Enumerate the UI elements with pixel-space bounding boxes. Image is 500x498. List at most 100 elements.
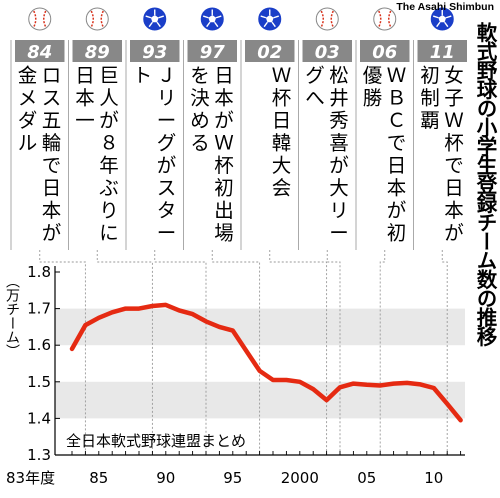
event-text-char: 女 — [444, 64, 464, 87]
x-tick-label: 83年度 — [6, 469, 55, 487]
event-text-char: ぶ — [99, 177, 119, 200]
event-text-char: 杯 — [272, 87, 292, 110]
event-text-char: 五 — [42, 109, 62, 132]
event-text-char: Ｗ — [387, 64, 407, 87]
year-box — [302, 40, 352, 62]
axes: 1.8 1.7 1.6 1.5 1.4 1.3 （万チーム） 83年度 85 90 95 2000 05… — [4, 263, 465, 487]
event-text-char: が — [157, 154, 177, 177]
event-year: 03 — [315, 42, 340, 63]
event-text-char: グ — [305, 64, 325, 87]
event-text-char: Ｊ — [157, 64, 177, 87]
event-text-char: ロ — [42, 64, 62, 87]
event-text-char: が — [387, 199, 407, 222]
event-text-char: Ｃ — [387, 109, 407, 132]
event-text-char: ８ — [99, 132, 119, 155]
event-text-char: タ — [157, 199, 177, 222]
event-text-char: 本 — [387, 177, 407, 200]
event-text-char: 勝 — [363, 87, 383, 110]
event-text-char: ス — [42, 87, 62, 110]
x-tick-label: 2000 — [281, 469, 319, 487]
event-year: 02 — [257, 42, 282, 63]
event-text-char: 初 — [214, 177, 234, 200]
event-text-char: 喜 — [329, 132, 349, 155]
y-tick-label: 1.3 — [27, 446, 51, 464]
event-text-char: へ — [305, 87, 325, 110]
event-text-char: メ — [18, 87, 38, 110]
event-text-char: グ — [157, 132, 177, 155]
event-text-char: 初 — [387, 222, 407, 245]
event-text-char: 金 — [18, 64, 38, 87]
event-text-char: が — [214, 109, 234, 132]
event-text-char: リ — [157, 87, 177, 110]
y-tick-label: 1.7 — [27, 300, 51, 318]
event-text-char: を — [190, 64, 210, 87]
event-text-char: り — [99, 199, 119, 222]
event-text-char: 杯 — [444, 132, 464, 155]
event-text-char: Ｗ — [214, 132, 234, 155]
x-tick-label: 90 — [156, 469, 175, 487]
event-text-char: で — [444, 154, 464, 177]
event-text-char: る — [190, 132, 210, 155]
year-box — [72, 40, 122, 62]
event-text-char: が — [99, 109, 119, 132]
event-text-char: 優 — [363, 64, 383, 87]
event-connector — [39, 250, 86, 455]
baseball-icon — [85, 7, 109, 31]
event-text-char: 会 — [272, 177, 292, 200]
event-text-char: 制 — [420, 87, 440, 110]
y-tick-label: 1.6 — [27, 336, 51, 354]
year-box — [417, 40, 467, 62]
event-text-char: ダ — [18, 109, 38, 132]
event-text-char: 日 — [214, 64, 234, 87]
x-tick-label: 05 — [357, 469, 376, 487]
event-text-char: 一 — [75, 109, 95, 132]
series — [69, 302, 463, 423]
source-note: 全日本軟式野球連盟まとめ — [66, 432, 246, 450]
y-tick-label: 1.4 — [27, 409, 51, 427]
event-connector — [154, 250, 207, 455]
y-axis-label: （万チーム） — [4, 274, 20, 358]
event-text-char: ス — [157, 177, 177, 200]
event-text-char: 日 — [444, 177, 464, 200]
event-text-char: 日 — [42, 177, 62, 200]
soccer-ball-icon — [258, 7, 282, 31]
event-year: 89 — [85, 42, 110, 63]
year-box — [15, 40, 65, 62]
event-text-char: Ｂ — [387, 87, 407, 110]
year-box — [130, 40, 180, 62]
event-year: 93 — [142, 42, 167, 63]
soccer-ball-icon — [430, 7, 454, 31]
event-text-char: 本 — [42, 199, 62, 222]
event-text-char: 輪 — [42, 132, 62, 155]
event-year: 11 — [430, 42, 455, 63]
event-text-char: で — [42, 154, 62, 177]
event-text-char: ル — [18, 132, 38, 155]
event-connector — [269, 250, 328, 455]
event-text-char: 子 — [444, 87, 464, 110]
event-text-char: 覇 — [420, 109, 440, 132]
event-text-char: に — [99, 222, 119, 245]
baseball-icon — [315, 7, 339, 31]
event-text-char: Ｗ — [272, 64, 292, 87]
event-text-char: 韓 — [272, 132, 292, 155]
y-tick-label: 1.8 — [27, 263, 51, 281]
x-tick-label: 85 — [89, 469, 108, 487]
event-text-char: 日 — [75, 64, 95, 87]
event-text-char: が — [42, 222, 62, 245]
year-box — [187, 40, 237, 62]
event-text-char: 初 — [420, 64, 440, 87]
event-year: 84 — [27, 42, 52, 63]
event-text-char: 大 — [272, 154, 292, 177]
event-text-char: 日 — [387, 154, 407, 177]
y-tick-label: 1.5 — [27, 373, 51, 391]
event-text-char: 巨 — [99, 64, 119, 87]
event-text-char: 杯 — [214, 154, 234, 177]
baseball-icon — [373, 7, 397, 31]
